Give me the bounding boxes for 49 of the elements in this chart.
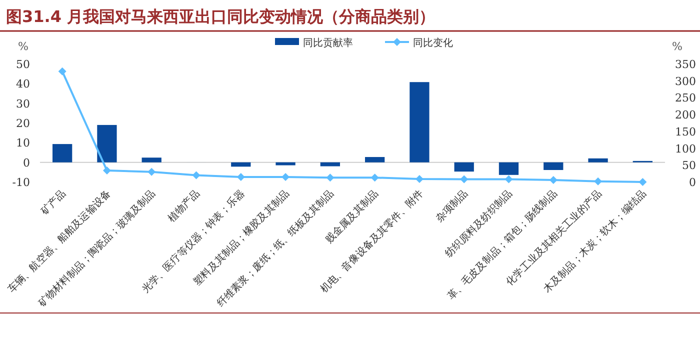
- y-tick-label: 20: [16, 117, 30, 130]
- y-tick-label: 0: [23, 156, 30, 170]
- point: [236, 172, 245, 181]
- bar: [97, 124, 117, 162]
- y-tick-label: -10: [12, 176, 30, 189]
- point: [192, 171, 200, 180]
- x-tick-label: 矿产品: [38, 188, 68, 218]
- x-tick-label: 植物产品: [166, 188, 202, 224]
- bar: [231, 162, 251, 167]
- bar: [454, 162, 474, 172]
- y-axis-title: %: [18, 40, 28, 53]
- y2-tick-label: 150: [675, 125, 696, 138]
- legend-label: 同比变化: [413, 37, 453, 49]
- point: [326, 174, 334, 182]
- point: [460, 175, 468, 184]
- y2-tick-label: 50: [682, 159, 696, 172]
- point: [504, 175, 513, 184]
- y2-tick-label: 200: [675, 108, 696, 122]
- point: [148, 168, 156, 176]
- bar: [276, 162, 296, 166]
- point: [102, 166, 111, 175]
- y2-tick-label: 0: [689, 176, 696, 189]
- y2-tick-label: 100: [675, 142, 696, 156]
- point: [282, 172, 290, 181]
- y-tick-label: 40: [16, 78, 30, 91]
- y-tick-label: 10: [16, 136, 30, 150]
- y2-tick-label: 300: [675, 74, 696, 88]
- point: [370, 174, 379, 182]
- point: [415, 174, 424, 183]
- y2-tick-label: 250: [675, 92, 696, 105]
- y2-axis-title: %: [672, 40, 682, 53]
- bar: [588, 158, 608, 162]
- bar: [142, 158, 162, 162]
- bar: [52, 144, 72, 162]
- point: [549, 176, 558, 184]
- y-tick-label: 30: [16, 97, 30, 110]
- point: [58, 67, 66, 76]
- bar: [320, 162, 340, 166]
- point: [594, 177, 602, 186]
- bar: [544, 162, 564, 170]
- bar: [365, 157, 385, 162]
- bar: [498, 162, 519, 175]
- bar: [410, 82, 430, 162]
- y2-tick-label: 350: [675, 58, 696, 71]
- legend-label: 同比贡献率: [303, 37, 353, 49]
- chart-title: 图31.4 月我国对马来西亚出口同比变动情况（分商品类别）: [6, 7, 436, 26]
- point: [638, 178, 647, 186]
- x-tick-label: 杂项制品: [433, 188, 470, 224]
- y-tick-label: 50: [16, 58, 30, 71]
